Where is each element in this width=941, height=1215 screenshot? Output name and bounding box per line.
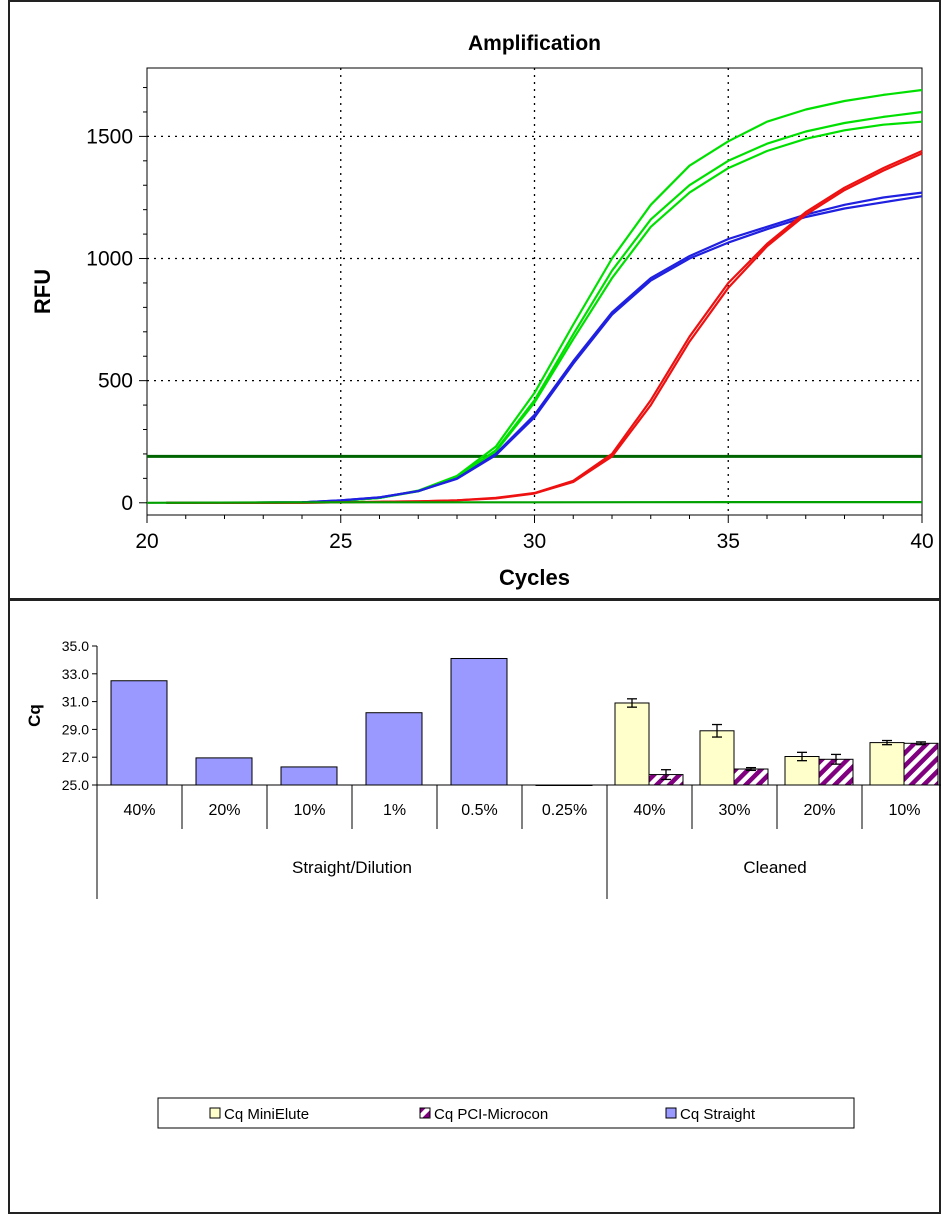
bar-straight-3	[280, 766, 338, 786]
y-tick-label: 27.0	[62, 749, 89, 765]
category-label: 0.25%	[542, 802, 587, 819]
bar-minielute-8	[699, 730, 735, 786]
category-label: 1%	[383, 802, 406, 819]
legend-swatch-3	[665, 1107, 677, 1119]
bar-pci-microcon-10	[903, 742, 939, 786]
category-label: 30%	[718, 802, 750, 819]
bar-straight-2	[195, 757, 253, 786]
chart-title: Amplification	[468, 32, 601, 55]
amplification-curve-8	[146, 501, 922, 504]
group-label-1: Straight/Dilution	[292, 858, 412, 877]
bar-minielute-10	[869, 742, 905, 786]
group-label-2: Cleaned	[743, 858, 806, 877]
y-tick-label: 1000	[86, 248, 133, 271]
x-tick-label: 35	[717, 530, 740, 553]
x-tick-label: 20	[135, 530, 158, 553]
bar-pci-microcon-8	[733, 768, 769, 786]
legend-label-3: Cq Straight	[680, 1106, 756, 1123]
y-axis-label: Cq	[25, 704, 44, 727]
legend-label-2: Cq PCI-Microcon	[434, 1106, 548, 1123]
y-tick-label: 25.0	[62, 777, 89, 793]
category-label: 10%	[888, 802, 920, 819]
y-tick-label: 500	[98, 370, 133, 393]
category-label: 10%	[293, 802, 325, 819]
x-axis-label: Cycles	[499, 565, 570, 590]
y-tick-label: 31.0	[62, 694, 89, 710]
category-label: 40%	[123, 802, 155, 819]
x-tick-label: 40	[910, 530, 933, 553]
legend-swatch-1	[209, 1107, 221, 1119]
category-label: 20%	[803, 802, 835, 819]
legend-box	[157, 1097, 855, 1129]
category-label: 40%	[633, 802, 665, 819]
category-label: 20%	[208, 802, 240, 819]
amplification-curve-5	[166, 195, 923, 504]
bar-straight-4	[365, 712, 423, 786]
y-tick-label: 1500	[86, 125, 133, 148]
y-tick-label: 29.0	[62, 721, 89, 737]
bar-minielute-7	[614, 702, 650, 786]
y-tick-label: 0	[121, 492, 133, 515]
y-tick-label: 35.0	[62, 638, 89, 654]
x-tick-label: 30	[523, 530, 546, 553]
legend-label-1: Cq MiniElute	[224, 1106, 309, 1123]
bar-straight-5	[450, 658, 508, 786]
amplification-chart-panel: 20 25 30 35 40 0 500 1000 1500 Amplification Cycle…	[8, 0, 941, 600]
legend-swatch-2	[419, 1107, 431, 1119]
category-label: 0.5%	[461, 802, 497, 819]
bar-straight-6	[535, 784, 593, 786]
amplification-chart: 20 25 30 35 40 0 500 1000 1500 Amplification Cycle…	[30, 32, 934, 590]
x-tick-label: 25	[329, 530, 352, 553]
cq-bar-chart-panel: 25.0 27.0 29.0 31.0 33.0 35.0 Cq 40% 20% 10% 1% 0.5…	[8, 600, 941, 1214]
bar-straight-1	[110, 680, 168, 786]
cq-bar-chart: 25.0 27.0 29.0 31.0 33.0 35.0 Cq 40% 20% 10% 1% 0.5…	[25, 638, 941, 1129]
y-axis-label: RFU	[30, 269, 55, 314]
y-tick-label: 33.0	[62, 666, 89, 682]
